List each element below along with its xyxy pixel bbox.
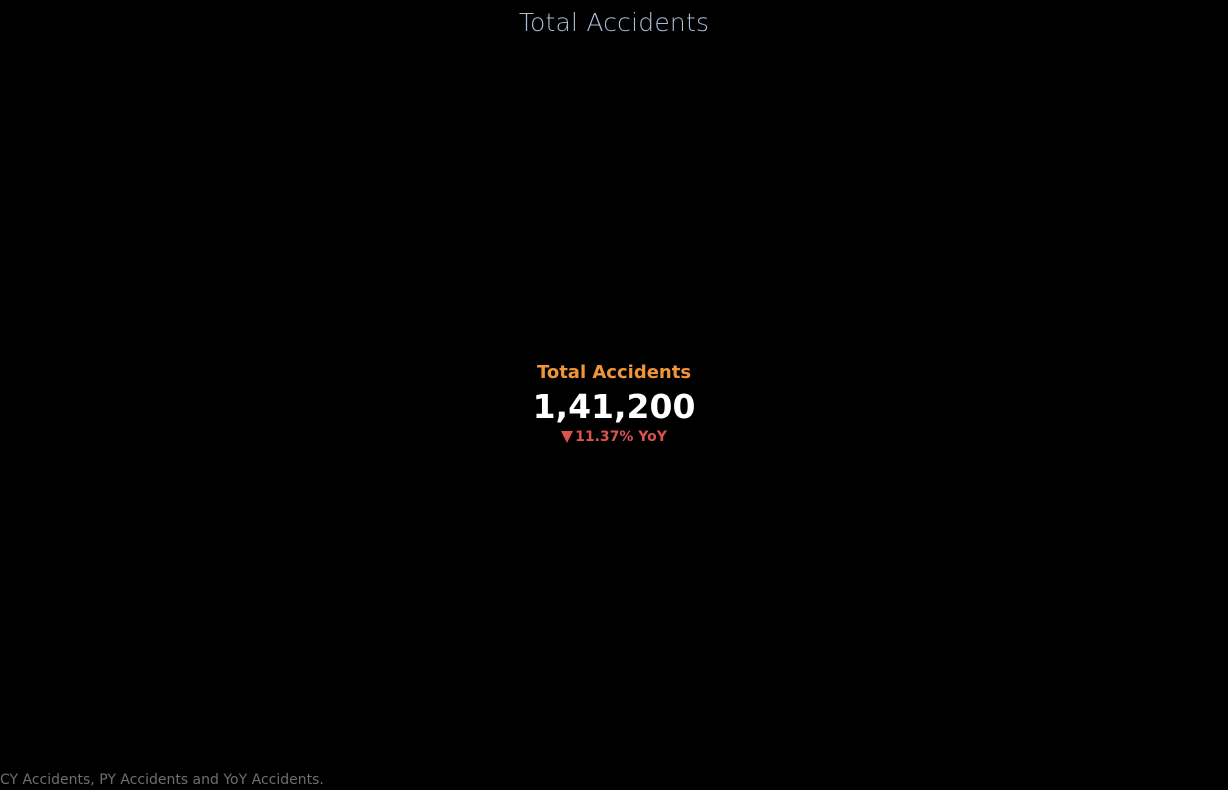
sheet-caption: CY Accidents, PY Accidents and YoY Accid… [0,772,324,788]
triangle-down-icon [561,431,574,443]
kpi-card: Total Accidents 1,41,200 11.37% YoY [0,360,1228,447]
kpi-label: Total Accidents [536,362,692,383]
sheet-title: Total Accidents [518,8,710,37]
kpi-yoy-text: 11.37% YoY [575,429,667,445]
kpi-yoy-change: 11.37% YoY [561,428,667,446]
kpi-value: 1,41,200 [532,387,696,426]
